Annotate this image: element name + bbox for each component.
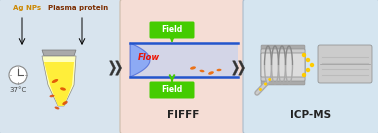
Ellipse shape — [208, 71, 214, 75]
Ellipse shape — [50, 95, 54, 97]
Ellipse shape — [200, 70, 204, 72]
Circle shape — [306, 68, 310, 72]
Polygon shape — [130, 43, 150, 77]
Ellipse shape — [52, 79, 58, 83]
Circle shape — [9, 66, 27, 84]
Ellipse shape — [62, 101, 68, 105]
FancyBboxPatch shape — [261, 53, 305, 77]
Ellipse shape — [190, 66, 196, 70]
Circle shape — [306, 58, 310, 62]
FancyBboxPatch shape — [318, 45, 372, 83]
Polygon shape — [44, 62, 74, 106]
Polygon shape — [110, 61, 116, 75]
Text: FIFFF: FIFFF — [167, 110, 199, 120]
Ellipse shape — [217, 69, 222, 71]
FancyBboxPatch shape — [261, 49, 305, 81]
Text: Field: Field — [161, 26, 183, 34]
Circle shape — [310, 63, 314, 67]
FancyBboxPatch shape — [261, 45, 305, 85]
FancyBboxPatch shape — [0, 0, 123, 133]
Circle shape — [259, 88, 262, 91]
Circle shape — [264, 82, 267, 86]
Text: 37°C: 37°C — [9, 87, 26, 93]
Polygon shape — [42, 56, 76, 106]
Text: Flow: Flow — [138, 53, 160, 63]
Bar — [130, 43, 238, 77]
FancyBboxPatch shape — [243, 0, 378, 133]
Ellipse shape — [54, 107, 59, 109]
Text: ICP-MS: ICP-MS — [290, 110, 332, 120]
Circle shape — [302, 73, 306, 77]
Ellipse shape — [60, 87, 66, 91]
FancyBboxPatch shape — [120, 0, 246, 133]
Polygon shape — [232, 61, 239, 75]
FancyBboxPatch shape — [150, 82, 195, 99]
FancyBboxPatch shape — [150, 22, 195, 38]
Text: Plasma protein: Plasma protein — [48, 5, 108, 11]
Text: Field: Field — [161, 86, 183, 95]
Polygon shape — [239, 61, 245, 75]
Polygon shape — [116, 61, 122, 75]
Polygon shape — [42, 50, 76, 56]
Text: Ag NPs: Ag NPs — [13, 5, 41, 11]
Circle shape — [302, 53, 306, 57]
Circle shape — [268, 78, 271, 81]
